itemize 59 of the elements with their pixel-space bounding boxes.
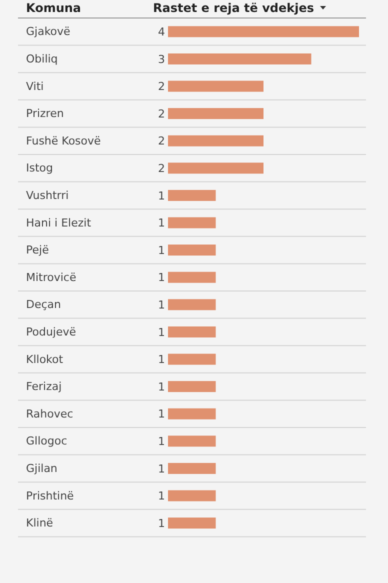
data-label: 1 [158, 408, 165, 421]
bar [168, 135, 264, 146]
data-label: 1 [158, 271, 165, 284]
y-tick-label: Rahovec [26, 407, 74, 420]
y-tick-label: Pejë [26, 244, 50, 257]
y-tick-label: Gjakovë [26, 25, 71, 38]
bar [168, 190, 216, 201]
data-label: 2 [158, 80, 165, 94]
data-label: 1 [158, 380, 165, 394]
data-label: 1 [158, 298, 165, 312]
bar [168, 217, 216, 228]
bar [168, 436, 216, 447]
bar [168, 26, 359, 38]
bar [168, 381, 216, 392]
data-label: 1 [158, 353, 165, 366]
y-tick-label: Istog [26, 162, 54, 175]
y-tick-label: Prizren [26, 107, 64, 120]
bar [168, 354, 216, 365]
data-label: 3 [158, 52, 165, 66]
y-axis-title: Komuna [26, 1, 82, 15]
bar [168, 244, 216, 256]
bar [168, 326, 216, 338]
bar [168, 490, 216, 502]
y-tick-label: Hani i Elezit [26, 216, 92, 230]
data-label: 1 [158, 490, 165, 503]
data-label: 2 [158, 162, 165, 175]
bar [168, 408, 216, 420]
bar [168, 272, 216, 283]
data-label: 1 [158, 244, 165, 257]
y-tick-label: Vushtrri [26, 188, 69, 202]
bar [168, 80, 264, 92]
data-label: 2 [158, 134, 165, 148]
data-label: 4 [158, 26, 165, 38]
y-tick-label: Prishtinë [26, 489, 74, 502]
data-label: 2 [158, 107, 165, 120]
y-tick-label: Gllogoc [26, 434, 68, 448]
data-label: 1 [158, 216, 165, 230]
data-label: 1 [158, 326, 165, 339]
y-tick-label: Kllokot [26, 352, 64, 366]
bar [168, 299, 216, 310]
y-tick-label: Viti [26, 80, 44, 93]
y-tick-label: Fushë Kosovë [26, 134, 102, 148]
data-label: 1 [158, 516, 165, 530]
data-label: 1 [158, 435, 165, 448]
data-label: 1 [158, 462, 165, 476]
bar [168, 162, 264, 174]
y-tick-label: Deçan [26, 298, 62, 312]
y-tick-label: Mitrovicë [26, 270, 76, 284]
y-tick-label: Obiliq [26, 52, 58, 66]
x-axis-title: Rastet e reja të vdekjes [153, 1, 314, 15]
y-tick-label: Klinë [26, 516, 54, 530]
bar [168, 462, 216, 474]
y-tick-label: Ferizaj [26, 380, 62, 394]
bar [168, 53, 312, 64]
bar [168, 108, 264, 120]
data-label: 1 [158, 189, 165, 202]
y-tick-label: Gjilan [26, 462, 58, 475]
y-tick-label: Podujevë [26, 325, 76, 338]
bar [168, 518, 216, 529]
